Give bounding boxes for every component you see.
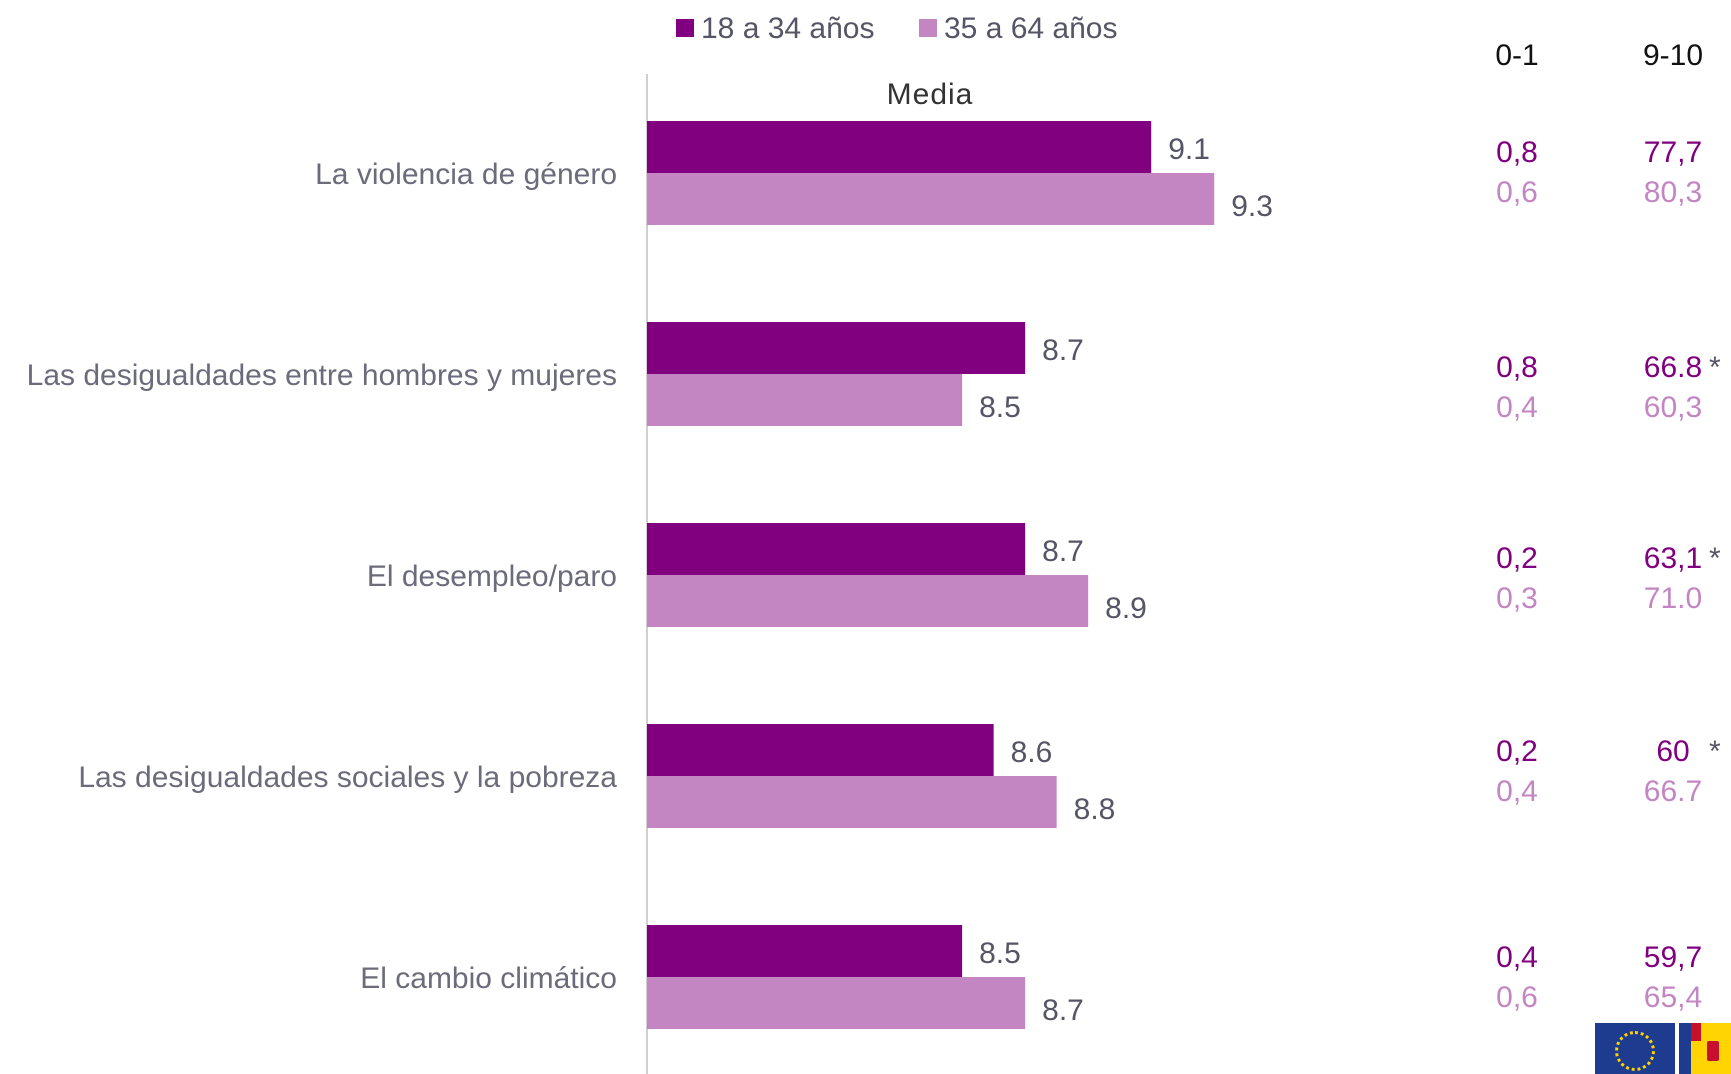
data-label: 8.5 xyxy=(979,391,1021,424)
table-cell: 59,7 xyxy=(1644,941,1702,974)
table-cell: 0,4 xyxy=(1496,775,1538,808)
legend-swatch xyxy=(919,19,937,37)
table-cell: 77,7 xyxy=(1644,136,1702,169)
side-table: 0-1 9-100,8 77,70,6 80,30,8 66.8 *0,4 60,30,2 6… xyxy=(1495,39,1721,1014)
category-label: El desempleo/paro xyxy=(367,560,617,593)
bar xyxy=(647,322,1026,374)
data-label: 9.1 xyxy=(1168,133,1210,166)
table-cell: 60,3 xyxy=(1644,391,1702,424)
legend-label: 18 a 34 años xyxy=(701,12,874,45)
table-header: 9-10 xyxy=(1643,39,1703,72)
category-label: La violencia de género xyxy=(315,158,617,191)
table-cell: 0,6 xyxy=(1496,176,1538,209)
table-cell: 65,4 xyxy=(1644,981,1702,1014)
data-label: 8.5 xyxy=(979,937,1021,970)
eu-flag-icon xyxy=(1595,1023,1675,1074)
table-header: 0-1 xyxy=(1495,39,1538,72)
bar xyxy=(647,121,1152,173)
category-label: El cambio climático xyxy=(360,962,617,995)
data-label: 8.6 xyxy=(1011,736,1053,769)
table-cell: 66.8 xyxy=(1644,351,1702,384)
data-label: 8.9 xyxy=(1105,592,1147,625)
data-label: 8.7 xyxy=(1042,994,1084,1027)
bars xyxy=(647,121,1215,1029)
table-cell: 66.7 xyxy=(1644,775,1702,808)
table-cell: 63,1 xyxy=(1644,542,1702,575)
significance-mark: * xyxy=(1709,351,1721,384)
bar xyxy=(647,374,963,426)
table-cell: 80,3 xyxy=(1644,176,1702,209)
value-labels: 9.1 9.3 8.7 8.5 8.7 8.9 8.6 8.8 8.5 8.7 xyxy=(979,133,1273,1027)
significance-mark: * xyxy=(1709,735,1721,768)
bar xyxy=(647,977,1026,1029)
category-label: Las desigualdades entre hombres y mujere… xyxy=(27,359,617,392)
category-label: Las desigualdades sociales y la pobreza xyxy=(78,761,617,794)
data-label: 8.7 xyxy=(1042,535,1084,568)
table-cell: 60 xyxy=(1656,735,1689,768)
bar xyxy=(647,523,1026,575)
spain-flag-icon xyxy=(1679,1023,1731,1074)
table-cell: 0,4 xyxy=(1496,941,1538,974)
table-cell: 0,2 xyxy=(1496,542,1538,575)
table-cell: 71.0 xyxy=(1644,582,1702,615)
bar xyxy=(647,575,1089,627)
table-cell: 0,8 xyxy=(1496,351,1538,384)
bar xyxy=(647,776,1057,828)
data-label: 8.7 xyxy=(1042,334,1084,367)
logos xyxy=(1595,1023,1731,1074)
bar xyxy=(647,173,1215,225)
bar xyxy=(647,724,994,776)
legend-label: 35 a 64 años xyxy=(944,12,1117,45)
table-cell: 0,8 xyxy=(1496,136,1538,169)
legend: 18 a 34 años 35 a 64 años xyxy=(676,12,1117,45)
data-label: 8.8 xyxy=(1074,793,1116,826)
legend-swatch xyxy=(676,19,694,37)
data-label: 9.3 xyxy=(1231,190,1273,223)
table-cell: 0,2 xyxy=(1496,735,1538,768)
axis-title: Media xyxy=(887,78,974,111)
significance-mark: * xyxy=(1709,542,1721,575)
table-cell: 0,4 xyxy=(1496,391,1538,424)
table-cell: 0,6 xyxy=(1496,981,1538,1014)
table-cell: 0,3 xyxy=(1496,582,1538,615)
bar xyxy=(647,925,963,977)
category-labels: La violencia de género Las desigualdades … xyxy=(27,158,618,995)
